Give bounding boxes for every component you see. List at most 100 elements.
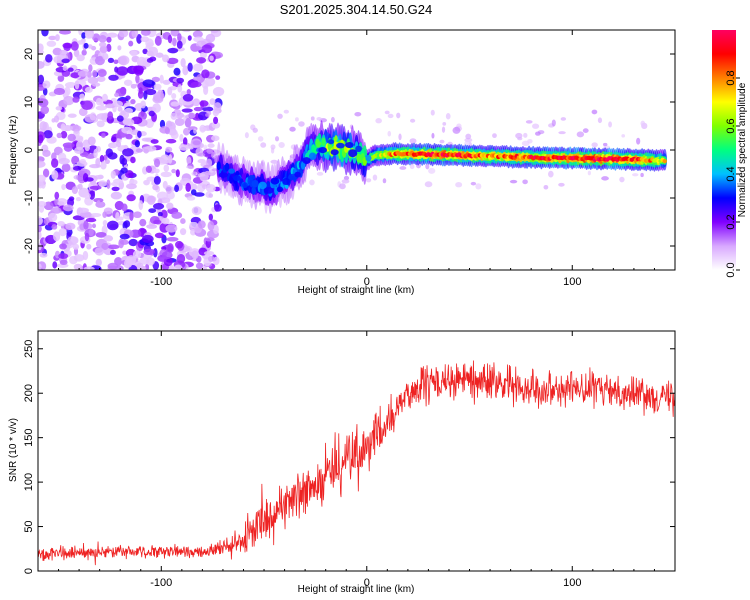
spectrogram-noise-blob — [42, 168, 50, 178]
spectrogram-noise-blob — [111, 186, 120, 192]
spectrogram-ridge-blob — [282, 177, 290, 186]
spectrogram-noise-blob — [192, 46, 203, 51]
spectrogram-noise-blob — [81, 32, 86, 39]
spectrogram-noise-blob — [70, 125, 82, 132]
spectrogram-noise-blob — [57, 201, 65, 206]
spectrogram-noise-blob — [43, 130, 53, 139]
spectrogram-noise-blob — [103, 235, 114, 242]
spectrogram-noise-blob — [155, 52, 164, 58]
spectrogram-noise-blob — [192, 76, 202, 81]
spectrogram-y-label: Frequency (Hz) — [8, 116, 19, 185]
spectrogram-noise-blob — [70, 41, 79, 51]
spectrogram-noise-blob — [146, 176, 156, 182]
spectrogram-noise-blob — [173, 264, 183, 270]
spectrogram-halo-blob — [205, 113, 209, 117]
spectrogram-noise-blob — [207, 143, 215, 148]
spectrogram-noise-blob — [89, 163, 101, 169]
spectrogram-y-ticks: -20 -10 0 10 20 — [23, 48, 675, 254]
spectrogram-halo-blob — [365, 178, 372, 183]
spectrogram-halo-blob — [398, 133, 402, 141]
spectrogram-noise-blob — [99, 155, 105, 163]
colorbar-tick-label: 0.8 — [725, 70, 737, 85]
spectrogram-noise-blob — [141, 137, 152, 142]
spectrogram-noise-blob — [96, 120, 105, 128]
spectrogram-noise-blob — [151, 76, 160, 83]
spectrogram-noise-blob — [107, 111, 114, 120]
spectrogram-noise-blob — [98, 34, 107, 43]
spectrogram-halo-blob — [252, 127, 258, 133]
spectrogram-halo-blob — [492, 133, 497, 139]
spectrogram-noise-blob — [168, 128, 178, 136]
spectrogram-noise-blob — [157, 211, 163, 217]
spectrogram-noise-blob — [187, 62, 193, 72]
spectrogram-noise-blob — [154, 232, 165, 239]
spectrogram-noise-blob — [203, 85, 209, 96]
spectrogram-noise-blob — [123, 79, 133, 86]
spectrogram-noise-blob — [87, 44, 93, 49]
spectrogram-noise-blob — [46, 40, 57, 47]
spectrogram-halo-blob — [558, 131, 566, 135]
spectrogram-halo-blob — [206, 148, 213, 154]
spectrogram-halo-blob — [535, 131, 541, 136]
spectrogram-noise-blob — [202, 106, 214, 112]
spectrogram-noise-blob — [152, 184, 159, 191]
snr-y-label: SNR (10 * v/v) — [8, 418, 19, 482]
spectrogram-noise-blob — [179, 228, 187, 236]
spectrogram-noise-blob — [106, 36, 112, 43]
spectrogram-noise-blob — [126, 194, 136, 202]
spectrogram-noise-blob — [76, 54, 85, 62]
spectrogram-noise-blob — [136, 34, 142, 44]
spectrogram-noise-blob — [131, 30, 139, 38]
spectrogram-noise-blob — [192, 63, 204, 72]
spectrogram-noise-blob — [91, 82, 101, 87]
spectrogram-noise-blob — [38, 174, 46, 183]
spectrogram-noise-blob — [201, 266, 207, 270]
spectrogram-noise-blob — [63, 95, 75, 106]
spectrogram-ridge-blob — [308, 152, 317, 160]
spectrogram-noise-blob — [178, 144, 190, 151]
spectrogram-halo-blob — [475, 183, 482, 190]
spectrogram-noise-blob — [88, 228, 94, 237]
spectrogram-noise-blob — [167, 47, 179, 54]
spectrogram-noise-blob — [174, 184, 180, 193]
spectrogram-noise-blob — [150, 139, 159, 144]
spectrogram-noise-blob — [96, 76, 106, 83]
colorbar-label: Normalized spectral amplitude — [737, 82, 748, 217]
spectrogram-noise-blob — [38, 242, 42, 251]
spectrogram-noise-blob — [113, 59, 119, 65]
spectrogram-noise-blob — [165, 138, 177, 144]
spectrogram-noise-blob — [199, 126, 208, 132]
spectrogram-halo-blob — [339, 183, 346, 190]
spectrogram-noise-blob — [163, 164, 170, 172]
spectrogram-y-tick-label: 0 — [23, 147, 35, 153]
spectrogram-noise-blob — [153, 168, 160, 174]
spectrogram-halo-blob — [621, 134, 626, 138]
snr-x-tick-label: -100 — [150, 577, 172, 589]
spectrogram-noise-blob — [134, 140, 141, 148]
spectrogram-noise-blob — [115, 211, 120, 222]
spectrogram-noise-blob — [130, 98, 136, 105]
spectrogram-noise-blob — [128, 238, 138, 247]
snr-y-tick-label: 200 — [23, 384, 35, 402]
snr-y-tick-label: 150 — [23, 428, 35, 446]
spectrogram-noise-blob — [103, 154, 108, 161]
spectrogram-noise-blob — [67, 113, 77, 118]
spectrogram-noise-blob — [182, 93, 194, 102]
spectrogram-noise-blob — [83, 42, 89, 49]
spectrogram-noise-blob — [164, 127, 170, 135]
spectrogram-noise-blob — [108, 74, 119, 81]
spectrogram-noise-blob — [42, 80, 51, 89]
spectrogram-noise-blob — [182, 137, 188, 146]
spectrogram-noise-blob — [85, 217, 97, 223]
spectrogram-noise-blob — [117, 45, 122, 51]
spectrogram-halo-blob — [341, 179, 350, 184]
spectrogram-noise-blob — [130, 50, 138, 57]
spectrogram-halo-blob — [640, 120, 646, 127]
spectrogram-noise-blob — [189, 221, 198, 227]
spectrogram-noise-blob — [102, 211, 107, 219]
snr-frame — [37, 330, 676, 572]
spectrogram-noise-blob — [107, 152, 118, 160]
spectrogram-noise-blob — [57, 221, 65, 227]
spectrogram-noise-blob — [161, 251, 173, 260]
